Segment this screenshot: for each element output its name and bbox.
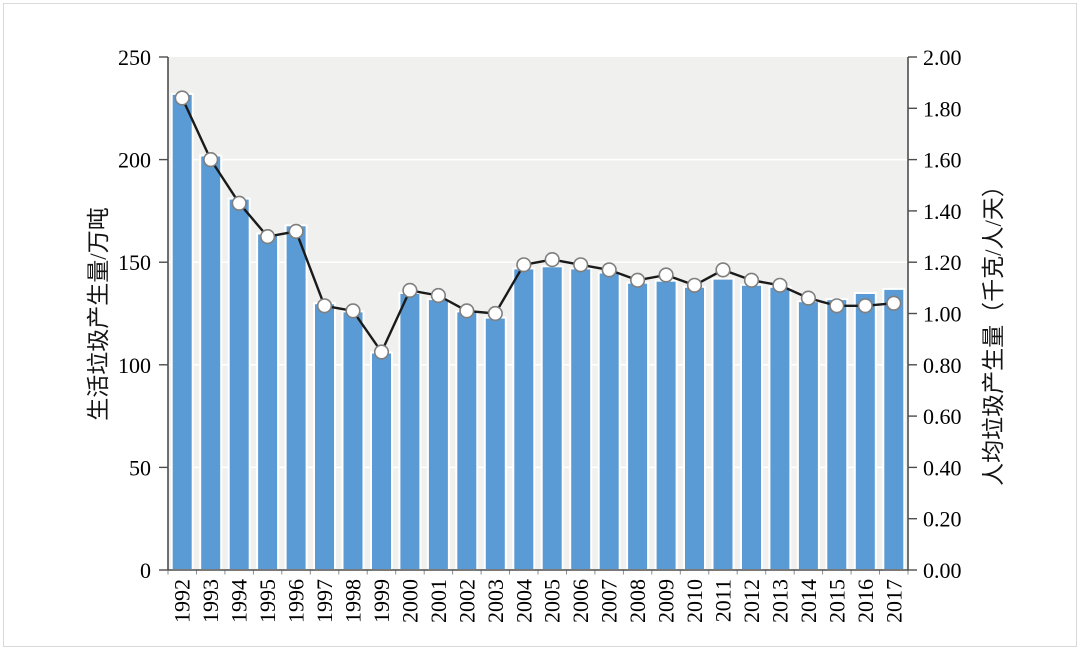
bar [199,154,223,571]
right-axis-tick-label: 2.00 [923,45,962,70]
line-marker [487,305,503,322]
line-marker [743,272,760,288]
x-axis-year-label: 2008 [625,579,650,623]
x-axis-year-label: 2015 [824,579,849,623]
x-axis-year-label: 2005 [540,579,565,623]
bar [683,285,706,571]
left-axis-tick-label: 100 [118,353,151,378]
x-axis-year-label: 1997 [312,579,337,623]
line-marker [373,344,390,360]
x-axis-year-label: 1993 [198,579,223,623]
x-axis-year-label: 2014 [796,579,821,623]
line-marker [800,290,817,306]
line-marker [573,257,589,273]
left-axis-title: 生活垃圾产生量/万吨 [86,207,111,421]
left-axis-tick-label: 150 [118,250,151,275]
bar [796,300,820,571]
right-axis-tick-label: 0.60 [923,404,962,429]
x-axis-year-label: 1994 [227,579,252,623]
bar [455,310,479,571]
x-axis-year-label: 1996 [284,579,309,623]
right-axis-tick-label: 0.00 [923,558,962,583]
line-marker [402,282,418,299]
line-marker [829,298,845,314]
line-marker [203,152,219,168]
right-axis-tick-label: 1.20 [923,250,962,275]
x-axis-year-label: 1998 [341,579,366,623]
bar [740,283,763,571]
line-marker [516,257,532,273]
x-axis-year-label: 2009 [654,579,679,623]
line-marker [601,262,617,278]
x-axis-year-label: 1999 [369,579,394,623]
right-axis-tick-label: 0.40 [923,455,962,480]
bar [882,287,906,571]
x-axis-year-label: 2000 [397,579,422,623]
bar [626,281,650,571]
line-marker [459,303,475,319]
bar [284,224,308,572]
line-marker [345,303,361,319]
bar [341,310,365,571]
left-axis-tick-label: 50 [129,455,151,480]
bar [654,279,678,571]
x-axis-year-label: 1992 [170,579,195,623]
right-axis-tick-label: 1.60 [923,148,962,173]
x-axis-year-label: 2017 [881,579,906,623]
line-marker [686,277,703,293]
x-axis-year-label: 2001 [426,579,451,623]
x-axis-year-label: 2002 [454,579,479,623]
right-axis-tick-label: 0.20 [923,507,962,532]
line-marker [174,90,190,106]
line-marker [260,229,276,245]
line-marker [715,262,731,278]
bar [256,232,280,571]
line-marker [544,252,560,268]
bar [313,302,336,571]
bar [512,267,536,571]
line-marker [316,298,333,314]
left-axis-tick-label: 250 [118,45,151,70]
bar [398,292,422,571]
x-axis-year-label: 2007 [597,579,622,623]
line-marker [772,277,788,293]
bar [825,298,849,571]
bar [711,277,735,571]
right-axis-tick-label: 1.40 [923,199,962,224]
right-axis-title: 人均垃圾产生量（千克/人/天） [981,174,1006,486]
right-axis-tick-label: 1.80 [923,96,962,121]
x-axis-year-label: 2016 [853,579,878,623]
right-axis-tick-label: 1.00 [923,302,962,327]
line-marker [288,223,304,239]
line-marker [231,195,247,211]
x-axis-year-label: 1995 [255,579,280,623]
bar [597,271,621,571]
x-axis-year-label: 2013 [767,579,792,623]
bar [227,197,251,571]
left-axis-tick-label: 200 [118,148,151,173]
line-marker [629,272,646,288]
x-axis-year-label: 2003 [483,579,508,623]
line-marker [658,267,674,283]
line-marker [886,295,902,311]
left-axis-tick-label: 0 [140,558,151,583]
bar [768,285,792,571]
right-axis-tick-label: 0.80 [923,353,962,378]
x-axis-year-label: 2010 [682,579,707,623]
x-axis-year-label: 2012 [739,579,764,623]
x-axis-year-label: 2004 [511,579,536,623]
x-axis-year-label: 2006 [568,579,593,623]
bar [540,265,564,571]
bar [853,292,877,571]
bar [569,267,593,571]
bar [483,316,507,571]
bar [426,298,450,571]
line-marker [430,287,447,304]
x-axis-year-label: 2011 [711,579,736,622]
line-marker [857,298,873,314]
bar [370,351,393,571]
bar [170,92,194,572]
